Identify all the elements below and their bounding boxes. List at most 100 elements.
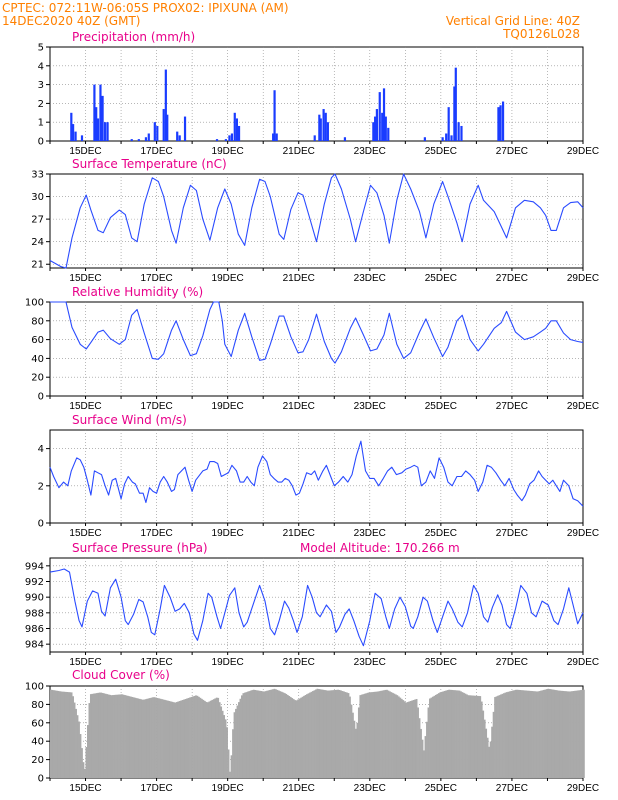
cloud-bar (317, 689, 320, 778)
cloud-bar (209, 700, 212, 778)
cloud-bar (258, 690, 261, 778)
cloud-bar (516, 689, 519, 778)
temperature-frame (49, 173, 584, 269)
cloud-bar (320, 689, 323, 778)
cloud-bar (107, 694, 110, 778)
temperature-xtick-label: 15DEC (69, 273, 101, 284)
cloud-bar (72, 696, 74, 778)
cloud-bar (79, 734, 82, 778)
cloud-bar (371, 692, 374, 778)
cloud-bar (184, 698, 187, 778)
precip-bar (153, 122, 156, 141)
precip-xtick-label: 25DEC (425, 146, 457, 157)
cloud-bar (229, 771, 231, 778)
cloud-bar (55, 690, 58, 778)
precip-bar (453, 86, 456, 141)
cloud-bar (346, 692, 348, 778)
precip-bar (457, 122, 460, 141)
cloud-bar (238, 702, 240, 778)
wind-xtick-label: 15DEC (69, 528, 101, 539)
precip-bar (80, 135, 84, 141)
cloud-bar (122, 694, 125, 778)
temperature-panel: 21 24 27 30 33 15DEC 17DEC 19DEC 21DEC 23DEC 25DEC… (31, 170, 599, 285)
cloud-bar (128, 696, 131, 778)
precip-bar (183, 116, 187, 141)
cloud-bar (175, 702, 178, 778)
temperature-title: Surface Temperature (nC) (72, 157, 227, 171)
cloud-bar (164, 699, 166, 778)
cloud-bar (251, 690, 254, 778)
cloud-bar (115, 694, 117, 778)
cloud-bar (224, 719, 227, 778)
wind-ytick-label: 4 (38, 444, 44, 455)
cloud-bar (52, 690, 55, 778)
cloud-bar (69, 692, 72, 778)
pressure-xtick-label: 15DEC (69, 657, 101, 668)
pressure-xtick-label: 19DEC (212, 657, 244, 668)
pressure-xtick-label: 17DEC (140, 657, 172, 668)
precip-bar (164, 69, 167, 141)
pressure-title: Surface Pressure (hPa) (72, 541, 208, 555)
cloud-bar (440, 691, 443, 778)
cloud-bar (483, 719, 486, 778)
cloud-bar (526, 690, 529, 778)
cloud-bar (454, 690, 456, 778)
cloud-bar (378, 691, 381, 778)
precip-bar (272, 133, 275, 141)
humidity-ytick-label: 60 (31, 335, 44, 346)
wind-xtick-label: 19DEC (212, 528, 244, 539)
cloud-bar (70, 692, 73, 778)
cloud-bar (365, 693, 368, 778)
cloud-cover-ytick-label: 100 (25, 682, 44, 693)
cloud-bar (375, 691, 378, 778)
cloud-bar (409, 701, 412, 778)
cloud-bar (543, 689, 545, 778)
precip-bar (322, 109, 325, 141)
cloud-bar (255, 690, 258, 778)
cloud-bar (471, 695, 474, 778)
cloud-bar (341, 691, 344, 778)
cloud-cover-ytick-label: 40 (31, 737, 44, 748)
cloud-bar (135, 698, 138, 778)
cloud-bar (119, 694, 122, 778)
precip-xtick-label: 19DEC (212, 146, 244, 157)
precip-bar (343, 137, 347, 141)
cloud-bar (57, 690, 60, 778)
precip-bar (273, 90, 276, 141)
cloud-cover-xtick-label: 17DEC (140, 783, 172, 794)
precip-bar (230, 133, 234, 141)
cloud-bar (381, 690, 384, 778)
cloud-bar (126, 695, 129, 778)
cloud-bar (557, 690, 560, 778)
cloud-bar (109, 694, 112, 778)
cloud-bar (497, 695, 499, 778)
cloud-cover-ytick-label: 0 (38, 774, 44, 785)
wind-series-line (49, 440, 584, 507)
cloud-bar (95, 693, 98, 778)
cloud-bar (174, 702, 177, 778)
precip-bar (382, 88, 386, 141)
cloud-bar (489, 741, 492, 778)
cloud-bar (468, 695, 471, 778)
cloud-bar (263, 691, 265, 778)
cloud-bar (356, 722, 359, 778)
precip-bar (318, 114, 321, 141)
cloud-bar (205, 701, 208, 778)
cloud-bar (436, 694, 439, 778)
cloud-bar (421, 739, 424, 778)
cloud-bar (309, 692, 311, 778)
cloud-bar (494, 697, 496, 778)
cloud-bar (372, 691, 375, 778)
wind-xtick-label: 27DEC (496, 528, 528, 539)
cloud-bar (386, 689, 388, 778)
cloud-bar (488, 746, 491, 778)
cloud-bar (177, 701, 180, 778)
cloud-bar (476, 695, 479, 778)
header-line1: CPTEC: 072:11W-06:05S PROX02: IPIXUNA (A… (2, 1, 289, 15)
cloud-bar (254, 689, 257, 778)
cloud-bar (411, 700, 414, 778)
cloud-bar (201, 698, 203, 778)
wind-ytick-label: 0 (38, 519, 44, 530)
cloud-bar (195, 695, 197, 778)
cloud-bar (514, 689, 517, 778)
